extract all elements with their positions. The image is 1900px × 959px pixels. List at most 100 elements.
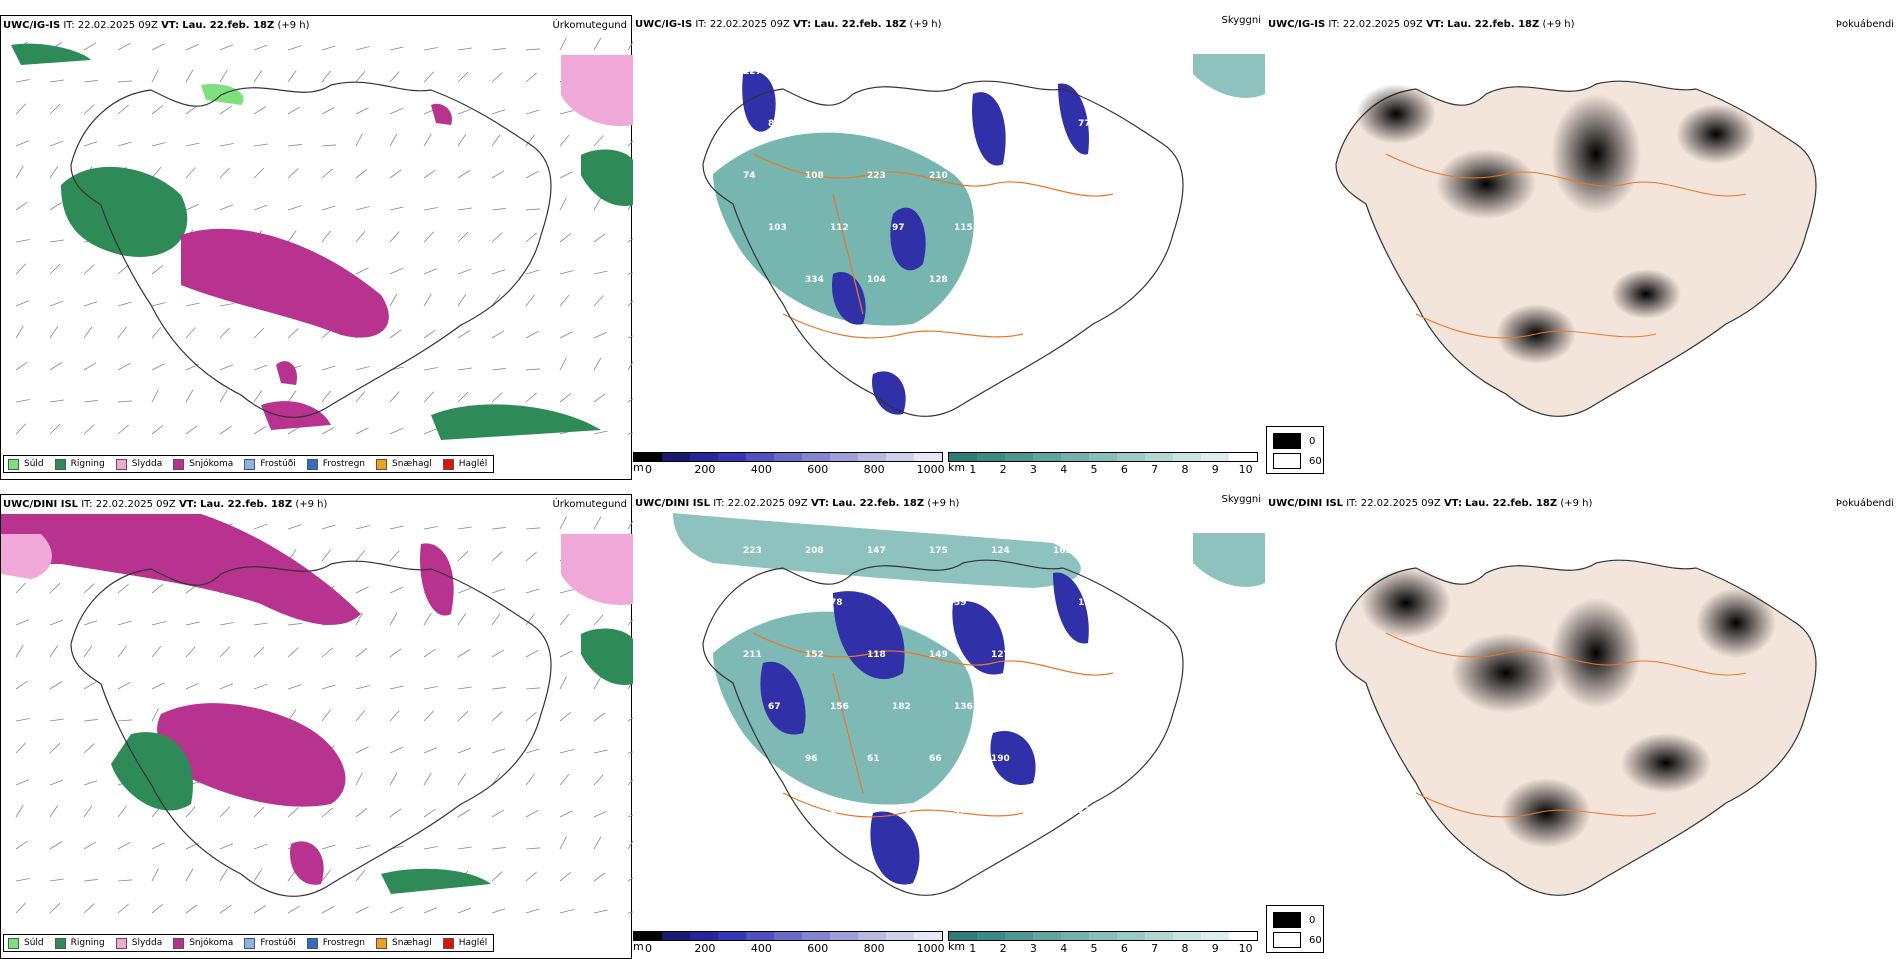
scale-swatch (1145, 453, 1173, 461)
wind-barb (83, 80, 98, 83)
panel-title: Skyggni (1221, 15, 1261, 26)
wind-barb (389, 710, 400, 722)
wind-barb (593, 774, 604, 786)
wind-barb (15, 361, 28, 371)
legend-item: Slydda (115, 937, 162, 949)
wind-barb (593, 872, 606, 882)
scale-tick-label: 0 (645, 942, 652, 955)
roads (1385, 153, 1747, 339)
wind-barb (253, 204, 268, 211)
wind-barb (457, 587, 472, 594)
lead-time: (+9 h) (1542, 19, 1575, 30)
wind-barb (15, 140, 30, 147)
cloud-base-label: 223 (743, 546, 762, 556)
wind-barb (423, 391, 434, 403)
wind-barb (525, 748, 540, 754)
wind-barb (83, 743, 95, 754)
wind-barb (355, 427, 369, 435)
wind-barb (559, 331, 573, 339)
wind-barb (253, 426, 267, 435)
wind-barb (525, 588, 540, 594)
wind-barb (525, 232, 537, 243)
scale-tick-label: 400 (750, 463, 772, 476)
wind-barb (15, 644, 24, 658)
wind-barb (15, 840, 28, 850)
wind-barb (219, 646, 230, 658)
legend-swatch (376, 458, 388, 470)
wind-barb (627, 520, 633, 530)
vt-value: Lau. 22.feb. 18Z (200, 499, 293, 510)
panel-title: Þokuábendi (1835, 498, 1894, 509)
wind-barb (49, 582, 61, 594)
wind-barb (49, 362, 63, 371)
wind-barb (321, 807, 333, 818)
panel-header: UWC/IG-IS IT: 22.02.2025 09Z VT: Lau. 22… (635, 15, 1261, 32)
wind-barb (389, 586, 403, 594)
wind-barb (355, 366, 370, 371)
wind-barb (185, 142, 200, 147)
wind-barb (83, 719, 98, 722)
cloud-base-label: 112 (830, 223, 849, 233)
scale-tick-label: 3 (1029, 942, 1037, 955)
cloud-base-label: 170 (892, 806, 911, 816)
cloud-base-label: 103 (768, 223, 787, 233)
wind-barb (219, 389, 228, 403)
wind-barb (253, 70, 263, 83)
wind-barb (253, 143, 268, 147)
panel-title: Úrkomutegund (552, 499, 627, 510)
scale-tick-label: 600 (807, 463, 829, 476)
it-value: 22.02.2025 09Z (95, 499, 176, 510)
wind-barb (525, 392, 537, 403)
model-name: UWC/IG-IS (635, 19, 693, 30)
wind-barb (15, 325, 24, 339)
vt-label: VT: (178, 499, 197, 510)
cloud-map: 223 208 147 175 124 163 136 170 78 33 39 218 121 186 2… (673, 513, 1265, 896)
wind-barb (627, 335, 633, 339)
wind-barb (321, 684, 336, 690)
scale-swatch (1201, 453, 1229, 461)
wind-barb (185, 302, 200, 307)
wind-barb (15, 619, 30, 626)
wind-barb (627, 41, 633, 51)
wind-barb (389, 746, 403, 754)
wind-barb (389, 391, 400, 403)
fog-panel-bottom: UWC/DINI ISL IT: 22.02.2025 09Z VT: Lau.… (1266, 494, 1898, 959)
wind-barb (559, 110, 574, 115)
wind-barb (321, 869, 331, 882)
cloud-base-labels: 127 209 70 90 164 149 185 81 58 80 94 102 77 75 74 108 2… (743, 67, 1153, 285)
wind-barb (49, 841, 63, 850)
wind-barb (117, 903, 129, 914)
scale-tick-label: 1 (969, 942, 977, 955)
cloud-base-unit: m (633, 940, 644, 953)
wind-barb (321, 45, 336, 51)
cloud-base-label: 336 (991, 275, 1010, 285)
scale-tick-label: 1000 (916, 463, 945, 476)
wind-barb (321, 390, 331, 403)
wind-barb (49, 140, 64, 147)
scale-tick-label: 5 (1090, 463, 1098, 476)
legend-item: Frostregn (306, 937, 365, 949)
wind-barb (627, 779, 633, 786)
visibility-unit: km (948, 940, 966, 953)
wind-barb (15, 680, 28, 690)
cloud-base-label: 216 (830, 806, 849, 816)
wind-barb (423, 772, 432, 786)
wind-barb (559, 392, 572, 403)
wind-barb (457, 391, 469, 403)
legend-swatch (173, 458, 185, 470)
legend-item: Rigning (54, 458, 105, 470)
wind-barb (321, 905, 335, 914)
wind-barb (627, 717, 633, 722)
wind-barb (15, 423, 26, 435)
scale-swatch (1033, 932, 1061, 940)
wind-barb (49, 878, 64, 882)
scale-tick-label: 2 (999, 942, 1007, 955)
wind-barb (389, 329, 402, 339)
wind-barb (83, 620, 98, 626)
wind-barb (627, 272, 633, 275)
wind-barb (559, 909, 574, 914)
wind-barb (151, 842, 165, 850)
wind-barb (117, 805, 127, 818)
cloud-base-label: 74 (743, 171, 756, 181)
scale-swatch (886, 932, 914, 940)
